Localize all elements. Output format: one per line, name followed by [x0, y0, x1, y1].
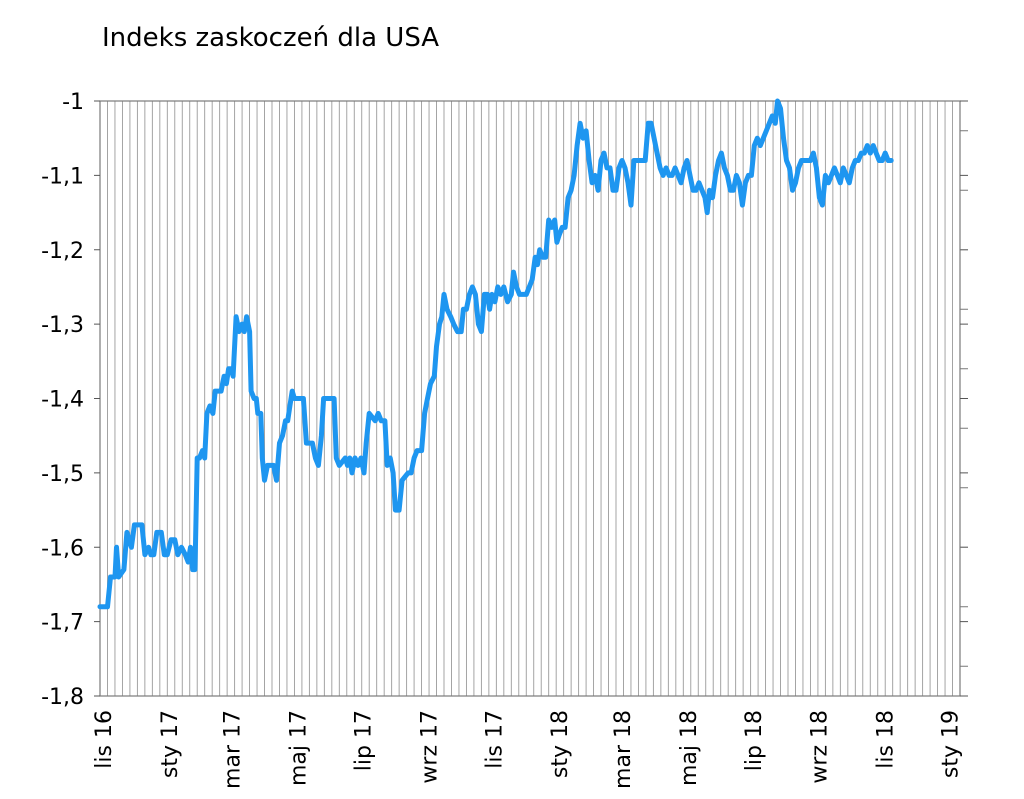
x-axis: lis 16 sty 17 mar 17 maj 17 lip 17 wrz 17 lis … [92, 710, 964, 789]
x-tick-label: wrz 18 [808, 710, 833, 784]
y-tick-label: -1,1 [41, 164, 84, 189]
y-tick-label: -1,8 [41, 685, 84, 710]
y-tick-label: -1,6 [41, 536, 84, 561]
series-line-0 [97, 98, 894, 610]
series-layer [97, 98, 894, 610]
y-tick-label: -1,2 [41, 239, 84, 264]
y-tick-label: -1,3 [41, 313, 84, 338]
x-tick-label: sty 19 [939, 710, 964, 778]
x-tick-label: mar 18 [611, 710, 636, 789]
x-tick-label: lip 17 [351, 710, 376, 771]
x-tick-label: mar 17 [221, 710, 246, 789]
plot-area-border [99, 100, 961, 697]
y-axis: -1 -1,1 -1,2 -1,3 -1,4 -1,5 -1,6 -1,7 -1,8 [41, 90, 968, 710]
x-tick-label: lis 17 [482, 710, 507, 769]
x-tick-label: lip 18 [742, 710, 767, 771]
vertical-gridlines [99, 101, 961, 696]
chart-title: Indeks zaskoczeń dla USA [102, 23, 439, 53]
x-tick-label: lis 18 [873, 710, 898, 769]
y-tick-label: -1,7 [41, 611, 84, 636]
x-tick-label: maj 17 [286, 710, 311, 786]
x-tick-label: sty 17 [158, 710, 183, 778]
y-tick-label: -1,5 [41, 462, 84, 487]
x-tick-label: wrz 17 [417, 710, 442, 784]
x-tick-label: maj 18 [677, 710, 702, 786]
y-tick-label: -1 [62, 90, 84, 115]
x-tick-label: lis 16 [92, 710, 117, 769]
x-tick-label: sty 18 [548, 710, 573, 778]
y-tick-label: -1,4 [41, 388, 84, 413]
